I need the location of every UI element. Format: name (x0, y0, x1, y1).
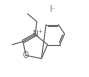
Text: O: O (23, 51, 29, 60)
Text: I⁻: I⁻ (49, 5, 55, 14)
Text: N: N (32, 30, 38, 39)
Text: +: + (37, 29, 42, 34)
